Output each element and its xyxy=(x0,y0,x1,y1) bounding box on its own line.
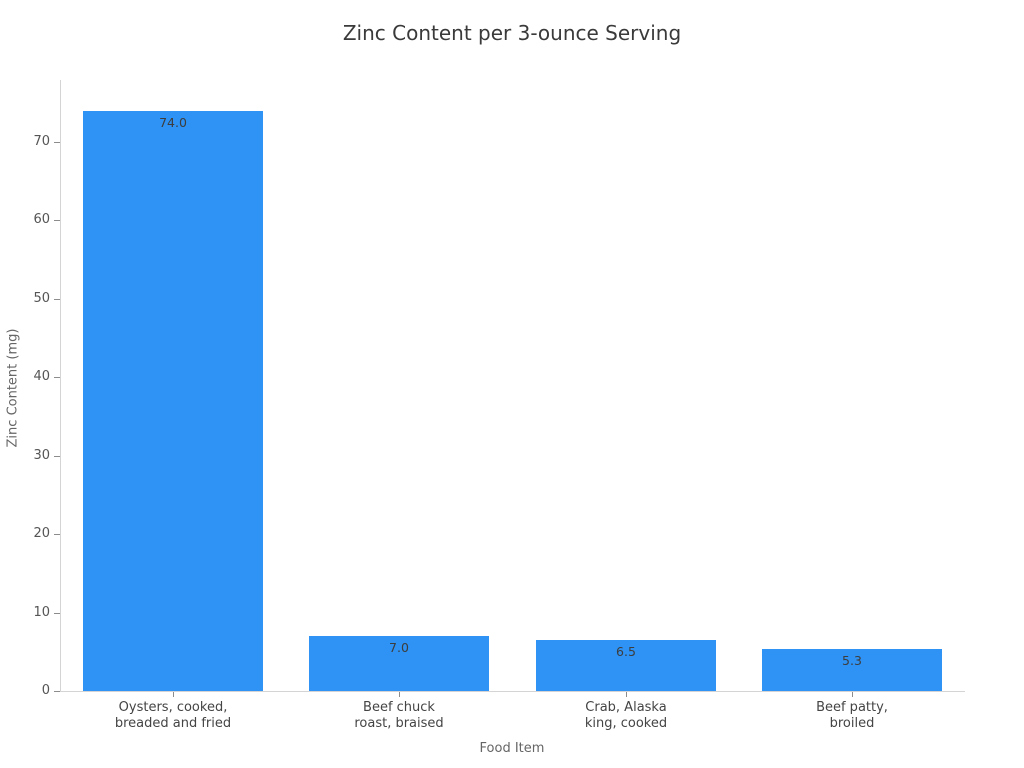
y-tick-label: 10 xyxy=(33,605,50,620)
bar-value-label: 5.3 xyxy=(842,653,862,669)
y-tick-mark xyxy=(54,377,60,378)
y-tick-label: 30 xyxy=(33,448,50,463)
x-axis-line xyxy=(60,691,965,692)
y-axis-line xyxy=(60,80,61,691)
y-tick-label: 60 xyxy=(33,212,50,227)
bar-value-label: 6.5 xyxy=(616,644,636,659)
chart-title: Zinc Content per 3-ounce Serving xyxy=(342,21,682,45)
bar-value-label: 7.0 xyxy=(389,640,409,656)
x-tick-mark xyxy=(173,692,174,697)
y-tick-label: 20 xyxy=(33,526,50,541)
y-tick-mark xyxy=(54,456,60,457)
x-tick-mark xyxy=(852,692,853,697)
bar xyxy=(762,649,942,691)
y-tick-mark xyxy=(54,220,60,221)
y-tick-mark xyxy=(54,613,60,614)
x-tick-label: Beef patty, broiled xyxy=(816,700,888,731)
y-tick-label: 40 xyxy=(33,369,50,384)
x-axis-title: Food Item xyxy=(479,741,545,756)
y-tick-label: 70 xyxy=(33,134,50,149)
y-tick-mark xyxy=(54,299,60,300)
bar-value-label: 74.0 xyxy=(159,114,187,130)
bar xyxy=(83,110,263,691)
x-tick-label: Crab, Alaska king, cooked xyxy=(584,700,668,731)
bar xyxy=(536,640,716,691)
y-tick-mark xyxy=(54,534,60,535)
y-tick-mark xyxy=(54,691,60,692)
x-tick-label: Oysters, cooked, breaded and fried xyxy=(114,700,232,731)
x-tick-mark xyxy=(399,692,400,697)
x-tick-mark xyxy=(626,692,627,697)
y-axis-title: Zinc Content (mg) xyxy=(5,328,21,448)
y-tick-label: 50 xyxy=(33,291,50,306)
bar xyxy=(309,636,489,691)
x-tick-label: Beef chuck roast, braised xyxy=(354,700,444,731)
y-tick-label: 0 xyxy=(41,683,50,698)
y-tick-mark xyxy=(54,142,60,143)
